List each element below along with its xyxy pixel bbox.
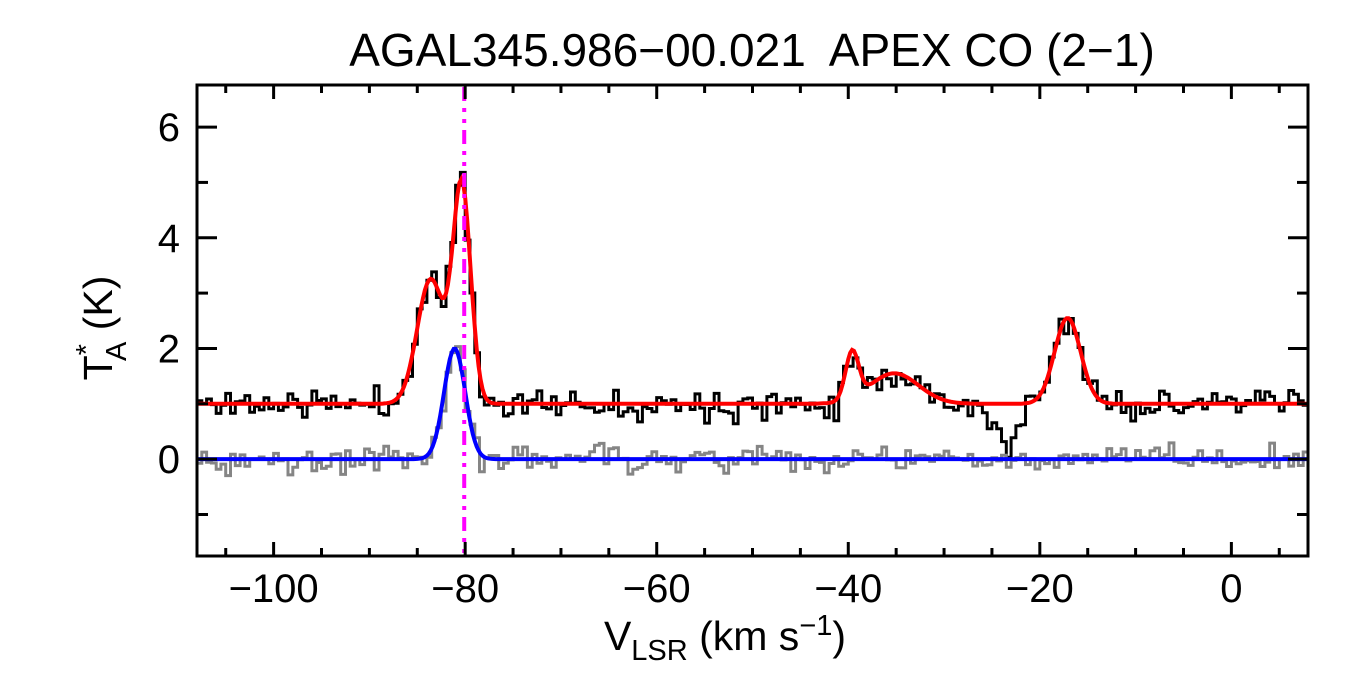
- x-tick-label: 0: [1220, 567, 1242, 611]
- tick-labels-group: −100 −80 −60 −40 −20 0 0 2 4 6: [158, 106, 1243, 611]
- x-axis-label-mid: (km s: [688, 613, 800, 659]
- y-axis-label-sub: A: [101, 341, 133, 361]
- y-tick-label: 2: [158, 327, 180, 371]
- y-axis-label-main: T: [75, 355, 121, 380]
- axes-group: [195, 83, 1310, 558]
- x-axis-label: VLSR (km s−1): [604, 610, 846, 667]
- x-tick-label: −100: [229, 567, 319, 611]
- x-tick-label: −60: [623, 567, 691, 611]
- co-total-fit-curve: [198, 174, 1307, 406]
- x-tick-label: −20: [1006, 567, 1074, 611]
- x-axis-label-end: ): [832, 613, 846, 659]
- x-axis-label-main: V: [604, 613, 632, 659]
- plot-title: AGAL345.986−00.021 APEX CO (2−1): [349, 24, 1155, 76]
- isotopologue-gaussian-fit-curve: [198, 346, 1307, 462]
- observed-co-spectrum-histogram: [198, 170, 1307, 459]
- x-axis-label-sup: −1: [799, 610, 832, 642]
- y-axis-label: T*A (K): [71, 276, 133, 381]
- y-tick-label: 6: [158, 106, 180, 150]
- plot-frame: [195, 83, 1310, 558]
- x-tick-label: −80: [431, 567, 499, 611]
- y-axis-label-sup: *: [71, 344, 103, 355]
- y-tick-label: 0: [158, 438, 180, 482]
- series-group: [198, 87, 1307, 554]
- y-tick-label: 4: [158, 217, 180, 261]
- x-axis-label-sub: LSR: [631, 635, 687, 667]
- y-axis-label-rest: (K): [75, 276, 121, 342]
- x-tick-label: −40: [814, 567, 882, 611]
